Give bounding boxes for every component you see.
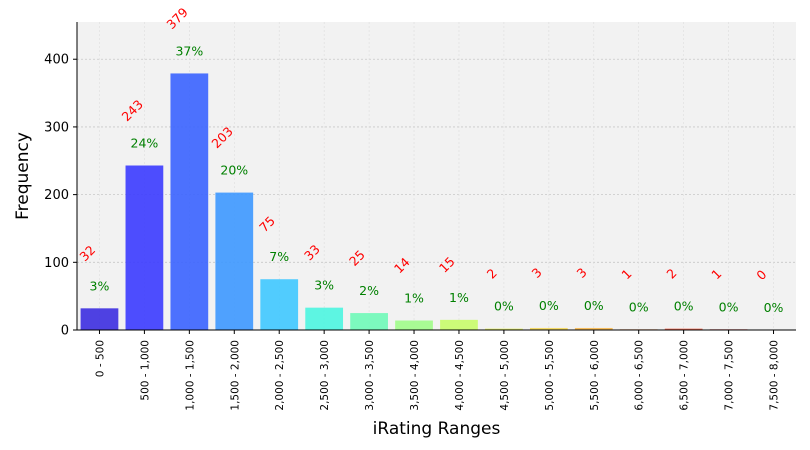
x-tick-label: 1,000 - 1,500 (184, 340, 196, 411)
bar (485, 328, 523, 330)
percent-label: 37% (175, 43, 203, 58)
axes: 0 100 200 300 400 0 - 500 500 - 1,000 1,000 - 1… (44, 22, 796, 411)
x-tick-label: 5,000 - 5,500 (544, 340, 556, 411)
x-tick-label: 7,000 - 7,500 (724, 340, 736, 411)
x-tick-label: 6,000 - 6,500 (634, 340, 646, 411)
bar (260, 279, 299, 330)
bar (574, 327, 613, 330)
x-tick-label: 1,500 - 2,000 (229, 340, 241, 411)
bar (170, 73, 209, 330)
bar (215, 192, 254, 330)
x-tick-label: 4,500 - 5,000 (499, 340, 511, 411)
x-tick-label: 500 - 1,000 (139, 340, 151, 401)
x-tick-label: 0 - 500 (94, 340, 106, 377)
percent-label: 7% (269, 249, 289, 264)
bars (80, 73, 748, 330)
percent-label: 0% (719, 299, 739, 314)
y-tick-label: 0 (61, 324, 69, 339)
percent-label: 24% (131, 136, 159, 151)
percent-label: 0% (674, 299, 694, 314)
percent-label: 20% (220, 163, 248, 178)
percent-label: 3% (314, 278, 334, 293)
percent-label: 1% (449, 290, 469, 305)
percent-label: 0% (494, 299, 514, 314)
percent-label: 0% (629, 299, 649, 314)
x-tick-label: 4,000 - 4,500 (454, 340, 466, 411)
percent-label: 1% (404, 291, 424, 306)
x-tick-label: 3,000 - 3,500 (364, 340, 376, 411)
percent-label: 2% (359, 283, 379, 298)
bar (350, 313, 388, 330)
y-axis-label: Frequency (13, 132, 33, 220)
x-tick-label: 5,500 - 6,000 (589, 340, 601, 411)
bar (664, 328, 703, 330)
y-tick-label: 200 (44, 188, 69, 203)
bar (305, 307, 344, 330)
bar (529, 327, 568, 330)
x-tick-label: 2,500 - 3,000 (319, 340, 331, 411)
x-tick-label: 2,000 - 2,500 (274, 340, 286, 411)
y-tick-label: 300 (44, 120, 69, 135)
y-tick-label: 100 (44, 256, 69, 271)
percent-label: 0% (764, 300, 784, 315)
x-tick-label: 7,500 - 8,000 (769, 340, 781, 411)
percent-label: 0% (584, 298, 604, 313)
y-tick-label: 400 (44, 53, 69, 68)
x-tick-label: 6,500 - 7,000 (679, 340, 691, 411)
x-tick-label: 3,500 - 4,000 (409, 340, 421, 411)
percent-label: 3% (90, 278, 110, 293)
bar (440, 319, 478, 330)
bar (80, 308, 119, 330)
bar (395, 320, 433, 330)
bar (125, 165, 164, 330)
x-axis-label: iRating Ranges (373, 419, 501, 439)
percent-label: 0% (539, 298, 559, 313)
